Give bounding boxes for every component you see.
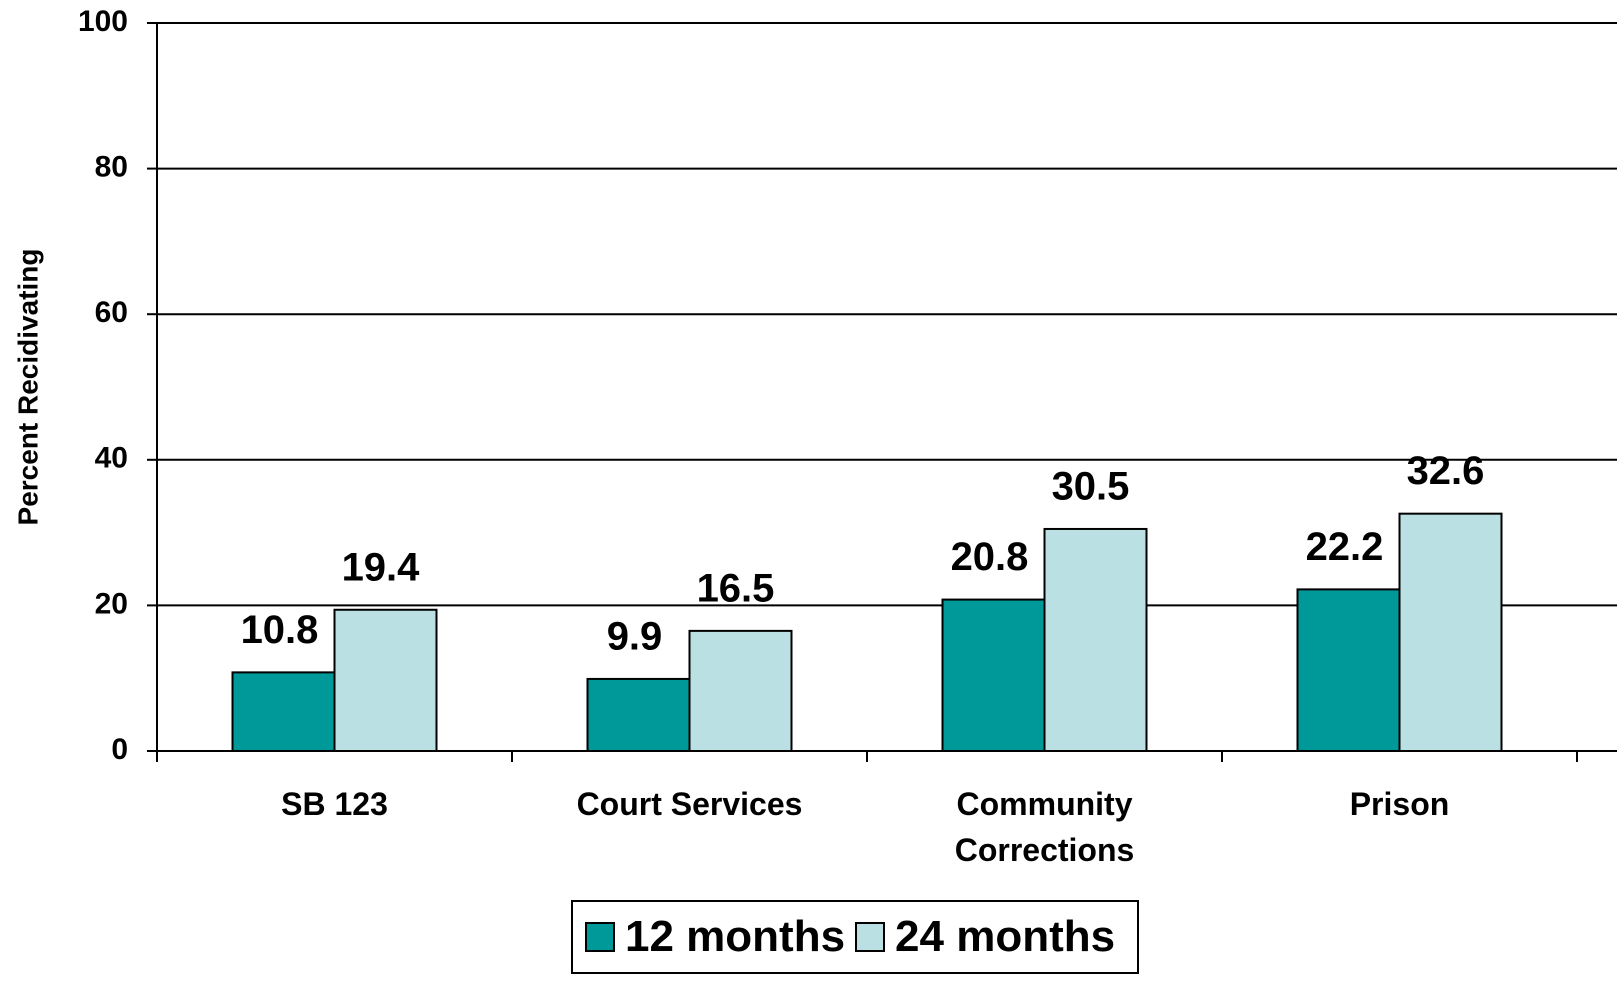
bar bbox=[1043, 527, 1148, 753]
data-label: 9.9 bbox=[607, 614, 663, 658]
legend-swatch bbox=[855, 922, 886, 952]
legend-item: 24 months bbox=[855, 912, 1115, 962]
bar bbox=[1398, 512, 1503, 752]
y-tick-label: 20 bbox=[95, 587, 128, 620]
x-tick-label: SB 123 bbox=[281, 786, 388, 822]
data-label: 16.5 bbox=[697, 566, 775, 610]
y-tick-label: 60 bbox=[95, 296, 128, 329]
bar bbox=[333, 608, 438, 752]
bar bbox=[586, 677, 691, 752]
bar bbox=[231, 671, 336, 752]
y-tick-label: 100 bbox=[78, 5, 128, 38]
data-label: 22.2 bbox=[1306, 525, 1384, 569]
legend-item: 12 months bbox=[585, 912, 845, 962]
bar bbox=[941, 598, 1046, 752]
bar bbox=[1296, 588, 1401, 752]
data-label: 30.5 bbox=[1052, 465, 1130, 509]
bar bbox=[688, 629, 793, 753]
data-label: 10.8 bbox=[241, 608, 319, 652]
y-axis-label: Percent Recidivating bbox=[12, 249, 43, 526]
legend-label: 12 months bbox=[625, 912, 846, 961]
x-tick-label: Court Services bbox=[576, 786, 803, 822]
legend-swatch bbox=[585, 922, 615, 952]
data-label: 32.6 bbox=[1407, 449, 1485, 493]
y-tick-label: 80 bbox=[95, 151, 128, 184]
y-tick-label: 0 bbox=[111, 733, 128, 766]
data-label: 20.8 bbox=[951, 535, 1029, 579]
y-tick-label: 40 bbox=[95, 442, 128, 475]
legend-label: 24 months bbox=[895, 912, 1116, 961]
x-tick-label: Prison bbox=[1349, 786, 1450, 822]
x-tick-label: Community Corrections bbox=[954, 786, 1135, 868]
data-label: 19.4 bbox=[342, 545, 421, 589]
legend: 12 months 24 months bbox=[571, 900, 1140, 974]
